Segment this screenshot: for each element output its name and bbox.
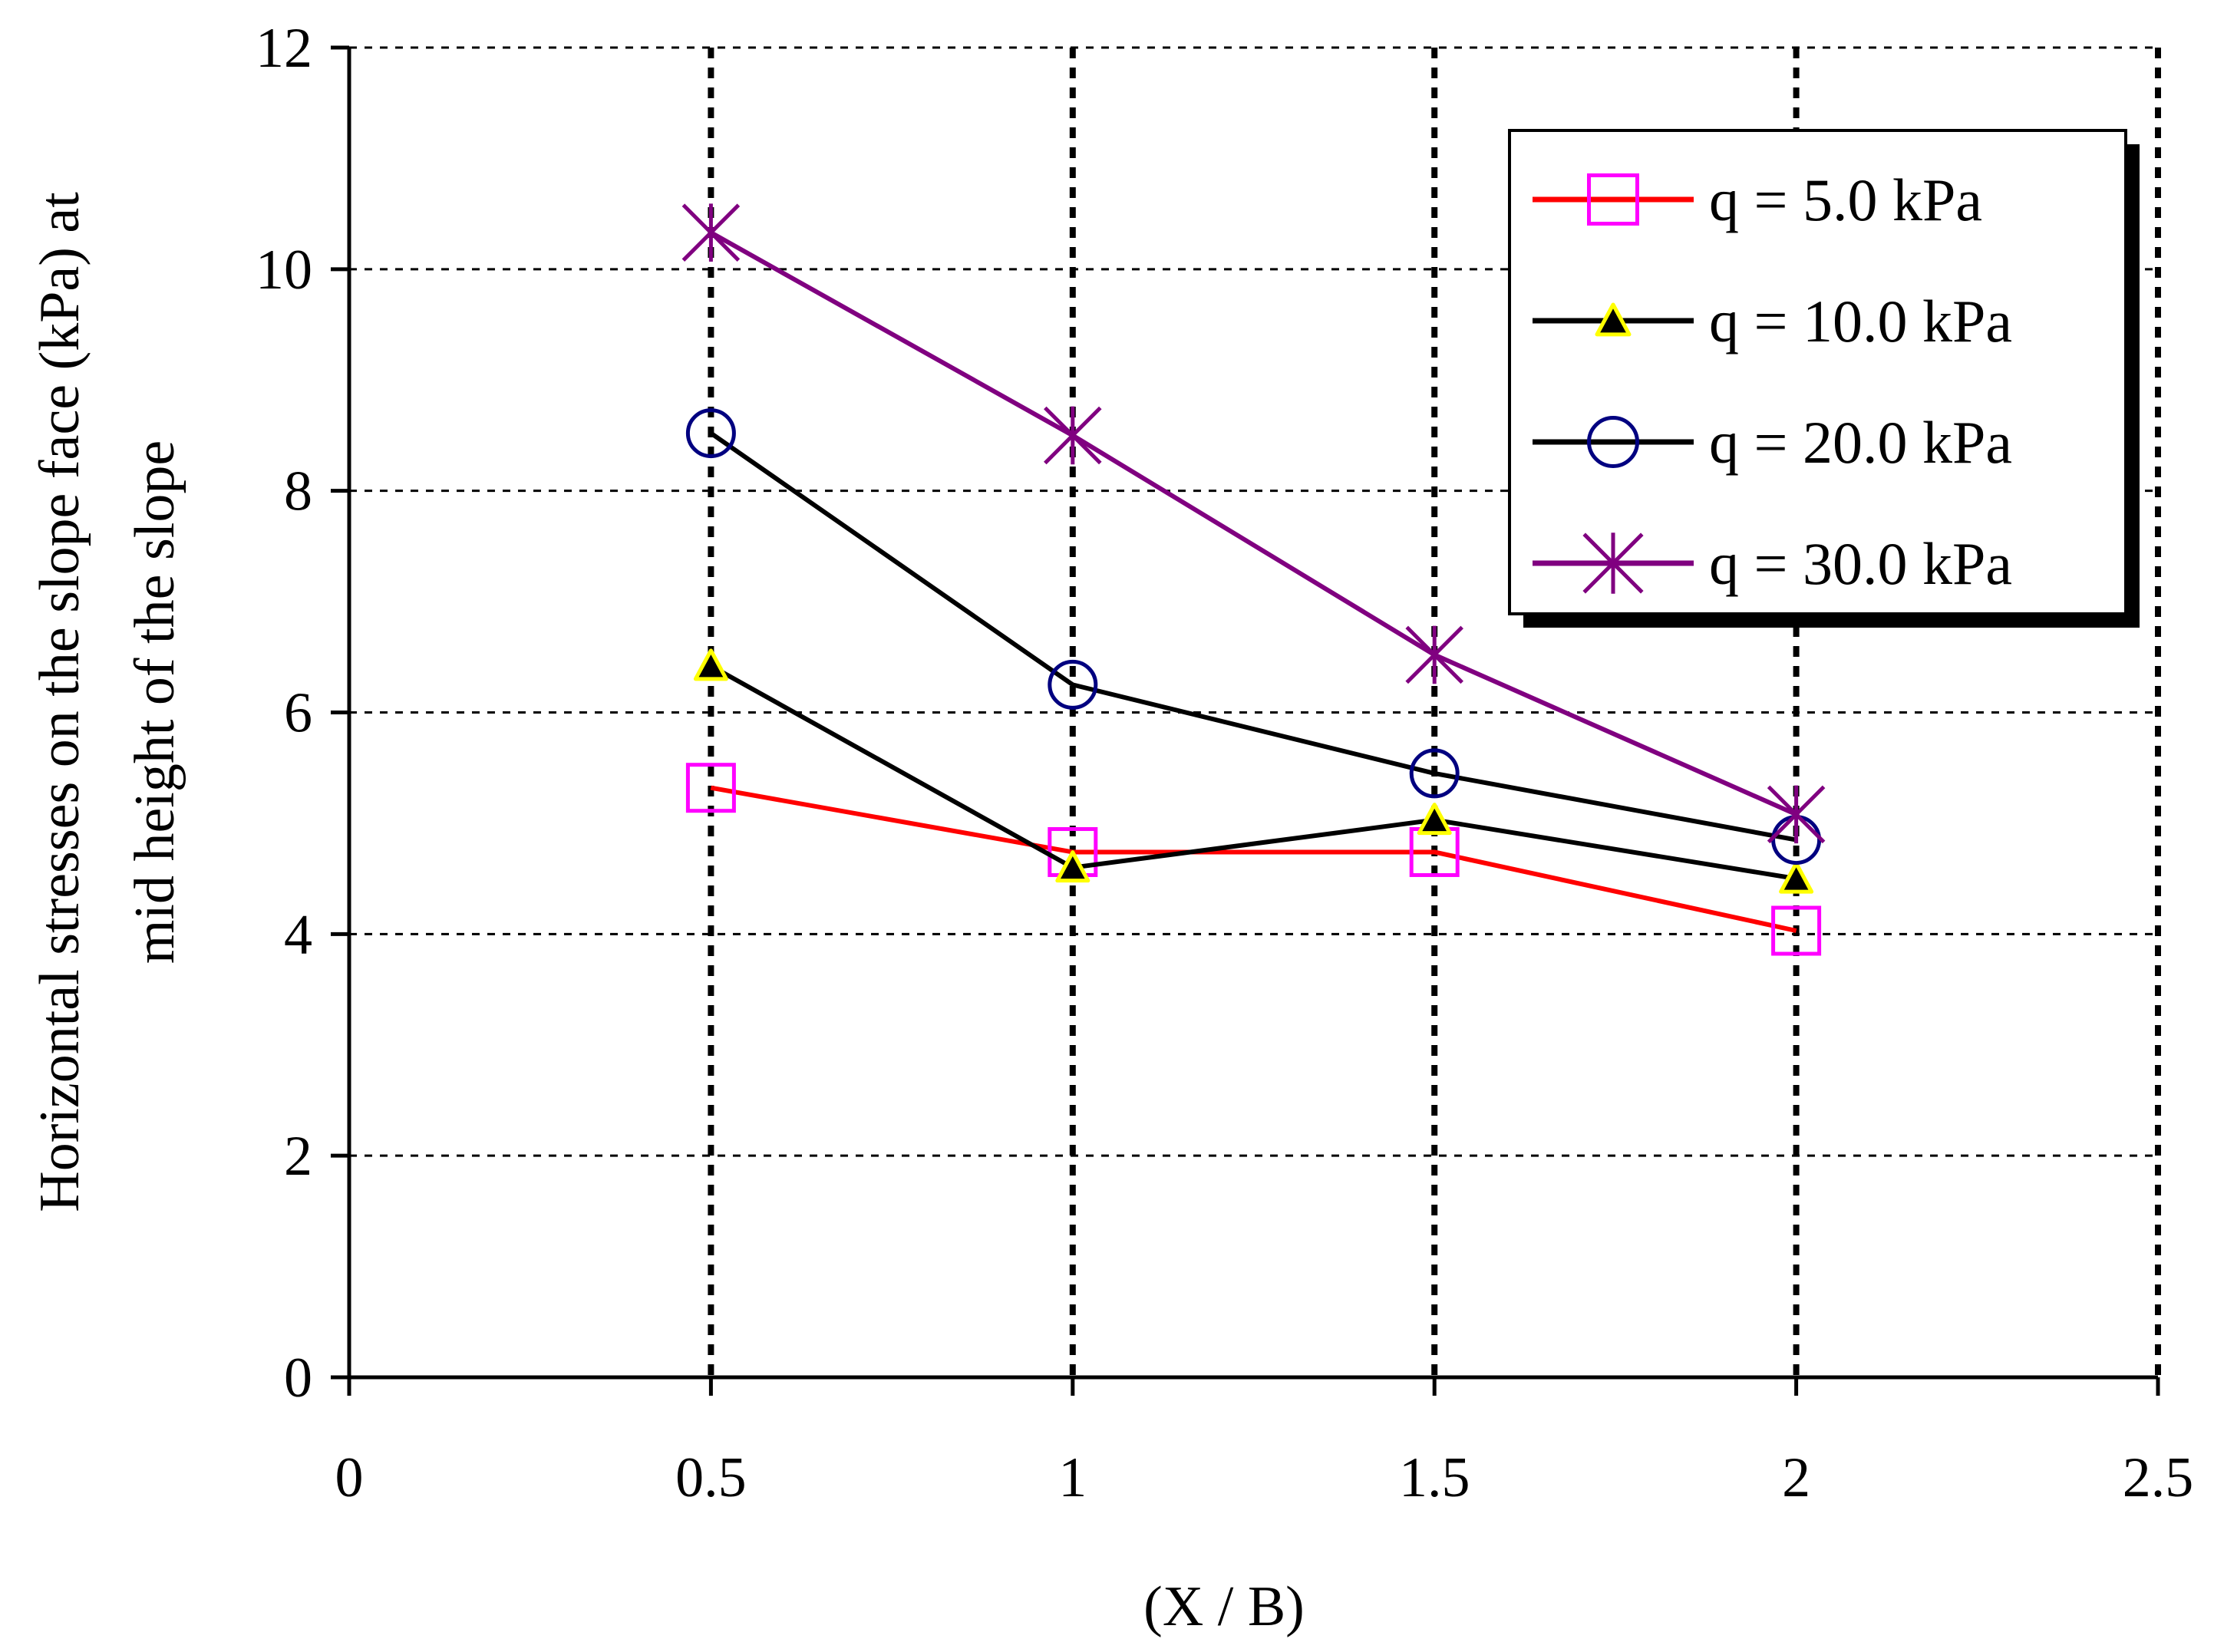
series-1 xyxy=(685,763,1822,956)
square-marker xyxy=(1587,173,1639,226)
x-tick-label: 0 xyxy=(335,1446,364,1509)
asterisk-marker xyxy=(1405,625,1463,684)
triangle-marker xyxy=(1055,850,1091,883)
y-tick-label: 2 xyxy=(284,1125,312,1188)
x-tick-label: 1 xyxy=(1058,1446,1087,1509)
asterisk-marker xyxy=(1044,406,1102,465)
series-line xyxy=(709,431,1797,842)
y-tick-label: 4 xyxy=(284,903,312,966)
legend-label: q = 20.0 kPa xyxy=(1709,409,2012,476)
asterisk-marker xyxy=(1767,785,1826,844)
legend-item: q = 5.0 kPa xyxy=(1533,167,1982,233)
series xyxy=(681,203,1826,956)
legend-item: q = 10.0 kPa xyxy=(1533,288,2012,354)
legend-label: q = 5.0 kPa xyxy=(1709,167,1982,233)
triangle-marker xyxy=(1417,803,1452,836)
square-marker xyxy=(1409,826,1460,877)
y-tick-label: 10 xyxy=(256,239,312,302)
y-axis-title: Horizontal stresses on the slope face (k… xyxy=(28,192,186,1212)
series-4 xyxy=(681,203,1826,844)
legend: q = 5.0 kPa q = 10.0 kPa q = 20.0 kPa q = 3… xyxy=(1508,129,2140,628)
x-tick-label: 2.5 xyxy=(2123,1446,2194,1509)
asterisk-marker xyxy=(681,203,741,262)
series-line xyxy=(709,230,1797,817)
triangle-marker xyxy=(693,648,728,681)
x-tick-label: 2 xyxy=(1782,1446,1810,1509)
y-tick-label: 0 xyxy=(284,1347,312,1410)
tick-labels: 0 2 4 6 8 10 12 0 0.5 1 1.5 2 2.5 xyxy=(256,17,2193,1509)
x-tick-label: 0.5 xyxy=(675,1446,747,1509)
series-line xyxy=(709,664,1797,882)
legend-label: q = 30.0 kPa xyxy=(1709,530,2012,597)
legend-item: q = 20.0 kPa xyxy=(1533,409,2012,476)
circle-marker xyxy=(1409,748,1460,799)
triangle-marker xyxy=(1779,861,1814,894)
square-marker xyxy=(685,763,736,813)
circle-marker xyxy=(1587,416,1639,468)
legend-item: q = 30.0 kPa xyxy=(1533,530,2012,597)
legend-label: q = 10.0 kPa xyxy=(1709,288,2012,354)
y-tick-label: 6 xyxy=(284,682,312,745)
y-axis-title-line-1: Horizontal stresses on the slope face (k… xyxy=(28,192,91,1212)
axes xyxy=(331,45,2160,1396)
series-2 xyxy=(693,648,1814,894)
x-tick-label: 1.5 xyxy=(1399,1446,1470,1509)
square-marker xyxy=(1771,905,1822,956)
circle-marker xyxy=(685,408,736,459)
y-axis-title-line-2: mid height of the slope xyxy=(124,440,186,964)
x-axis-title: (X / B) xyxy=(1143,1575,1305,1638)
y-tick-label: 12 xyxy=(256,17,312,80)
y-tick-label: 8 xyxy=(284,460,312,523)
triangle-marker xyxy=(1595,302,1632,337)
circle-marker xyxy=(1048,659,1098,710)
series-line xyxy=(710,785,1797,933)
asterisk-marker xyxy=(1582,533,1644,594)
